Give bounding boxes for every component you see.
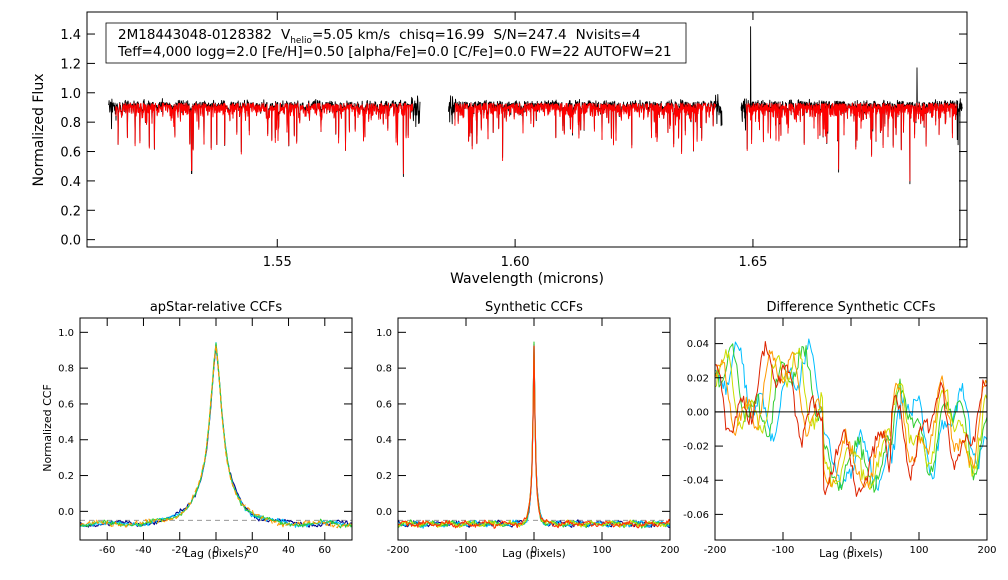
y-tick-label: 0.4 [376,435,392,446]
y-tick-label: 0.8 [58,364,74,375]
y-tick-label: 0.02 [687,373,709,384]
y-tick-label: 1.0 [376,328,392,339]
difference-series-line [714,348,988,490]
y-tick-label: -0.02 [683,442,709,453]
x-tick-label: 60 [318,545,331,556]
y-tick-label: 0.6 [58,399,74,410]
y-tick-label: 1.0 [58,328,74,339]
apstar-ccf-frame [79,317,353,541]
spectrum-panel: 1.55 1.60 1.65 0.0 0.2 0.4 0.6 0.8 1.0 1.2 1.4 2M1… [31,11,968,287]
x-tick-label: 0 [531,545,537,556]
x-tick-label: 200 [977,545,996,556]
y-tick-label: 0.8 [376,364,392,375]
info-nvisits: Nvisits=4 [576,27,641,43]
x-tick-label: 20 [246,545,259,556]
synthetic-ccf-x-axis-label: Lag (pixels) [502,547,566,560]
difference-series-line [714,338,988,491]
y-tick-label: 1.4 [60,28,81,43]
synthetic-ccf-lines [397,341,671,529]
difference-series-line [714,349,988,488]
ccf-series-line [79,342,353,529]
x-tick-label: 0 [213,545,219,556]
info-chisq: chisq=16.99 [399,27,484,43]
y-tick-label: 0.2 [376,471,392,482]
x-tick-label: 1.60 [501,255,530,270]
y-tick-label: 0.2 [58,471,74,482]
y-tick-label: 0.04 [687,339,709,350]
y-tick-label: -0.04 [683,476,709,487]
y-tick-label: 0.0 [376,507,392,518]
x-tick-label: -60 [99,545,115,556]
x-tick-label: -20 [172,545,188,556]
x-tick-label: 100 [909,545,928,556]
x-tick-label: -100 [772,545,795,556]
ccf-series-line [397,345,671,529]
y-tick-label: 0.00 [687,407,709,418]
info-vhelio-prefix: V [281,27,291,43]
x-tick-label: -100 [455,545,478,556]
info-line-1: 2M18443048-0128382 Vhelio=5.05 km/s chisq=… [118,27,641,46]
synthetic-ccf-panel: -200 -100 0 100 200 0.0 0.2 0.4 0.6 0.8 1.0 Synthe… [376,300,679,560]
info-vhelio-sub: helio [290,36,312,46]
apstar-ccf-lines [79,342,353,529]
info-box-frame [105,22,687,64]
spectrum-ticks: 1.55 1.60 1.65 0.0 0.2 0.4 0.6 0.8 1.0 1.2 1.4 [60,12,967,270]
y-tick-label: 0.4 [60,175,81,190]
model-spectrum-line [454,102,717,162]
y-tick-label: 0.0 [58,507,74,518]
info-star-id: 2M18443048-0128382 [118,27,272,43]
y-tick-label: 0.2 [60,204,81,219]
spectrum-lines [108,26,963,247]
apstar-ccf-title: apStar-relative CCFs [150,300,283,315]
apstar-ccf-y-axis-label: Normalized CCF [41,384,54,472]
difference-ccf-ticks: -200 -100 0 100 200 0.04 0.02 0.00 -0.02 -0.04 -0.… [683,318,997,556]
info-line-2: Teff=4,000 logg=2.0 [Fe/H]=0.50 [alpha/F… [117,44,672,60]
y-tick-label: 1.2 [60,57,81,72]
y-tick-label: 0.4 [58,435,74,446]
apstar-ccf-ticks: -60 -40 -20 0 20 40 60 0.0 0.2 0.4 0.6 0.8 1.0 [58,318,352,556]
spectrum-info-box: 2M18443048-0128382 Vhelio=5.05 km/s chisq=… [105,22,687,64]
model-spectrum-line [745,102,958,182]
x-tick-label: 1.65 [738,255,767,270]
info-vhelio-value: =5.05 km/s [312,27,390,43]
x-tick-label: 0 [848,545,854,556]
apstar-ccf-panel: -60 -40 -20 0 20 40 60 0.0 0.2 0.4 0.6 0.8 1.0 apSta… [41,300,353,560]
x-tick-label: 100 [592,545,611,556]
synthetic-ccf-ticks: -200 -100 0 100 200 0.0 0.2 0.4 0.6 0.8 1.0 [376,318,680,556]
y-tick-label: 0.0 [60,234,81,249]
difference-ccf-lines [714,338,988,497]
y-tick-label: 0.8 [60,116,81,131]
model-spectrum-line [115,102,414,175]
x-tick-label: 1.55 [263,255,292,270]
y-tick-label: 1.0 [60,87,81,102]
y-tick-label: 0.6 [376,399,392,410]
difference-series-line [714,341,988,497]
info-snr: S/N=247.4 [493,27,566,43]
synthetic-ccf-title: Synthetic CCFs [485,300,583,315]
spectrum-frame [86,11,968,248]
y-tick-label: -0.06 [683,510,709,521]
x-tick-label: 40 [282,545,295,556]
spectrum-y-axis-label: Normalized Flux [31,74,47,187]
x-tick-label: 200 [660,545,679,556]
difference-ccf-x-axis-label: Lag (pixels) [819,547,883,560]
ccf-series-line [79,344,353,529]
difference-ccf-panel: -200 -100 0 100 200 0.04 0.02 0.00 -0.02 -0.04 -0.… [683,300,996,560]
spectrum-x-axis-label: Wavelength (microns) [450,271,604,287]
x-tick-label: -40 [135,545,151,556]
ccf-series-line [79,342,353,528]
x-tick-label: -200 [387,545,410,556]
difference-ccf-title: Difference Synthetic CCFs [766,300,935,315]
ccf-series-line [80,344,353,528]
x-tick-label: -200 [704,545,727,556]
difference-ccf-frame [714,317,988,541]
apstar-ccf-x-axis-label: Lag (pixels) [184,547,248,560]
y-tick-label: 0.6 [60,146,81,161]
